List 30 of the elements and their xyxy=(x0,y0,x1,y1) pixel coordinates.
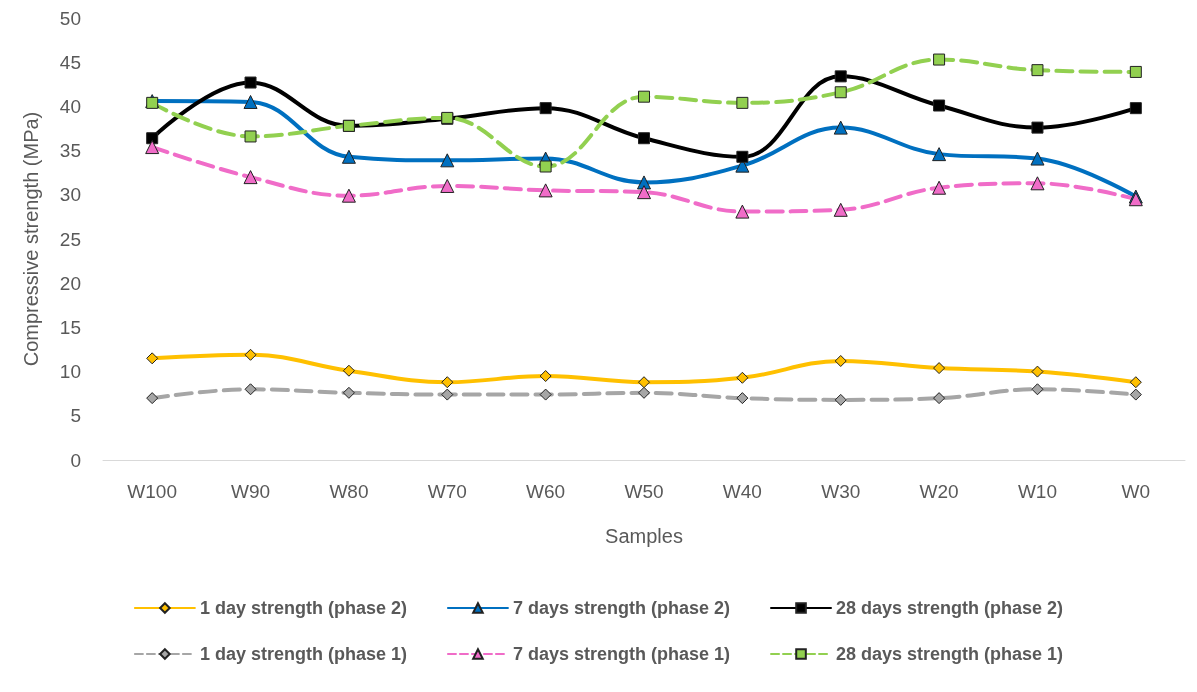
y-tick-label: 0 xyxy=(70,449,81,471)
y-tick-label: 10 xyxy=(59,361,81,383)
legend-label: 7 days strength (phase 2) xyxy=(512,598,731,618)
x-tick-label: W10 xyxy=(1017,481,1057,502)
y-tick-label: 50 xyxy=(59,7,81,29)
x-tick-label: W100 xyxy=(127,481,177,502)
x-tick-label: W60 xyxy=(526,481,566,502)
x-tick-label: W90 xyxy=(231,481,271,502)
legend-label: 28 days strength (phase 2) xyxy=(836,598,1064,618)
legend-label: 1 day strength (phase 1) xyxy=(199,644,407,664)
y-tick-label: 40 xyxy=(59,95,81,117)
x-tick-label: W20 xyxy=(919,481,959,502)
x-tick-label: W0 xyxy=(1121,481,1151,502)
x-axis-title: Samples xyxy=(605,525,683,547)
legend-label: 7 days strength (phase 1) xyxy=(512,644,731,664)
legend-label: 1 day strength (phase 2) xyxy=(199,598,407,618)
y-axis-title: Compressive strength (MPa) xyxy=(20,111,42,367)
y-tick-label: 25 xyxy=(59,228,81,250)
x-tick-label: W50 xyxy=(624,481,664,502)
x-tick-label: W40 xyxy=(722,481,762,502)
x-tick-label: W70 xyxy=(427,481,467,502)
x-tick-label: W30 xyxy=(821,481,861,502)
y-tick-label: 20 xyxy=(59,272,81,294)
y-tick-label: 30 xyxy=(59,184,81,206)
y-tick-label: 5 xyxy=(70,405,81,427)
legend-label: 28 days strength (phase 1) xyxy=(836,644,1064,664)
y-tick-label: 35 xyxy=(59,140,81,162)
y-tick-label: 45 xyxy=(59,51,81,73)
y-tick-label: 15 xyxy=(59,316,81,338)
x-tick-label: W80 xyxy=(329,481,369,502)
